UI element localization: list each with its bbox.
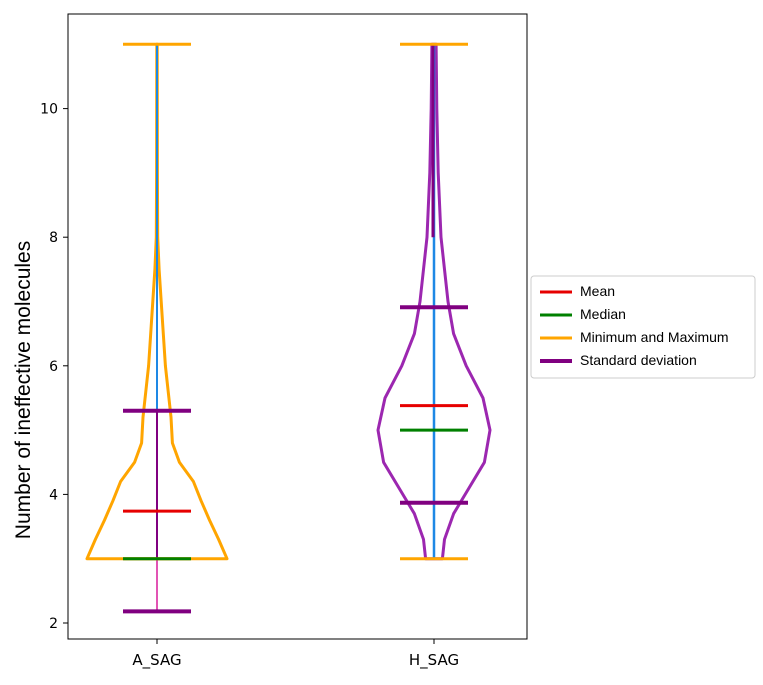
violin-A_SAG — [85, 42, 229, 614]
y-tick-label: 10 — [40, 102, 58, 118]
legend: Mean Median Minimum and Maximum Standard de… — [530, 275, 756, 379]
y-tick-label: 4 — [49, 487, 58, 503]
y-tick-label: 2 — [49, 616, 58, 632]
legend-label: Median — [580, 306, 626, 322]
y-tick-label: 6 — [49, 359, 58, 375]
legend-label: Standard deviation — [580, 352, 697, 368]
x-tick-label: A_SAG — [132, 651, 181, 670]
x-axis: A_SAG H_SAG — [132, 639, 459, 670]
plot-frame — [67, 13, 528, 640]
y-axis: 2 4 6 8 10 — [40, 102, 68, 632]
legend-box — [530, 275, 756, 379]
violin-H_SAG — [376, 42, 492, 561]
x-tick-label: H_SAG — [409, 651, 459, 670]
violins — [85, 42, 492, 614]
legend-label: Mean — [580, 283, 615, 299]
y-tick-label: 8 — [49, 230, 58, 246]
y-axis-title: Number of ineffective molecules — [12, 241, 35, 539]
legend-label: Minimum and Maximum — [580, 329, 729, 345]
